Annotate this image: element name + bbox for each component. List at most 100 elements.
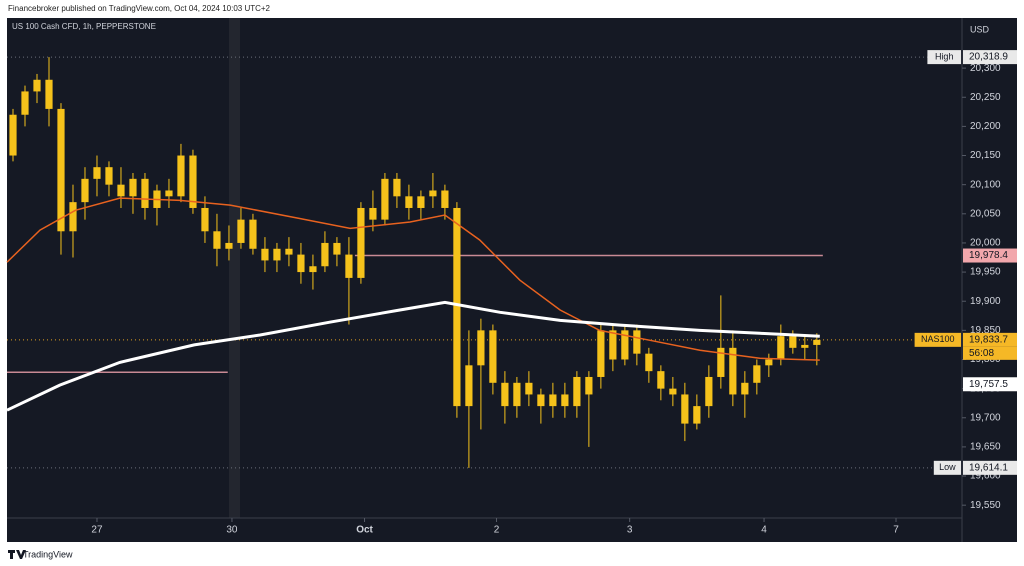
candle-body [297,254,305,273]
candle-body [93,167,101,179]
candle-body [429,190,437,197]
footer-logo: TradingView [8,549,73,559]
y-tick-label: 19,600 [970,471,1001,482]
price-label-box [963,248,1017,263]
candle-body [249,219,257,249]
x-tick-label: 27 [91,525,103,536]
candle-body [81,178,89,203]
price-tag: High [935,51,954,61]
logo-mark [8,550,26,559]
candle-body [489,330,497,383]
candle-body [585,376,593,395]
price-tag-box [933,460,961,475]
candle-body [117,184,125,197]
candle-body [645,353,653,372]
x-tick-label: 7 [893,525,899,536]
candle-body [717,347,725,377]
price-label: 20,318.9 [969,52,1008,63]
candle-body [801,344,809,348]
candle-body [657,371,665,389]
candle-body [333,242,341,255]
candle-body [261,248,269,261]
y-tick-label: 19,900 [970,296,1001,307]
candle-body [609,330,617,360]
candle-body [417,196,425,208]
candle-body [237,219,245,243]
candle-body [537,394,545,407]
symbol-title: US 100 Cash CFD, 1h, PEPPERSTONE [12,22,156,31]
candle-body [393,178,401,197]
candle-body [681,394,689,424]
candle-body [669,388,677,395]
candle-body [633,330,641,354]
candle-body [621,330,629,360]
candle-body [285,248,293,255]
candle-body [273,248,281,261]
chart-panel [7,18,1017,542]
candle-body [45,79,53,109]
candle-body [753,365,761,383]
candle-body [141,178,149,208]
candle-body [189,155,197,208]
candle-body [597,330,605,377]
y-tick-label: 19,550 [970,500,1001,511]
candle-body [789,336,797,348]
candle-body [705,376,713,407]
publisher-header: Financebroker published on TradingView.c… [8,4,271,13]
candle-body [729,347,737,395]
candle-body [345,254,353,278]
candle-body [501,382,509,407]
y-tick-label: 20,200 [970,121,1001,132]
candle-body [465,365,473,407]
x-tick-label: Oct [356,525,373,536]
countdown-box [963,346,1017,360]
price-tag: NAS100 [921,334,955,344]
candle-body [549,394,557,407]
x-tick-label: 2 [494,525,500,536]
price-label: 19,614.1 [969,462,1008,473]
footer-brand: TradingView [23,549,73,559]
y-tick-label: 19,650 [970,442,1001,453]
candle-body [309,266,317,273]
price-label-box [963,460,1017,475]
candle-body [381,178,389,220]
y-tick-label: 19,850 [970,325,1001,336]
candle-body [177,155,185,197]
currency-label: USD [970,24,990,34]
y-tick-label: 20,300 [970,63,1001,74]
candle-body [9,114,17,156]
y-tick-label: 20,250 [970,92,1001,103]
candle-body [441,190,449,208]
price-tag-box [914,332,961,347]
price-tag: Low [939,462,956,472]
weekend-shade [229,18,240,518]
candle-body [321,242,329,267]
candle-body [57,108,65,232]
candle-body [777,336,785,360]
candle-body [165,190,173,197]
candle-body [225,242,233,249]
price-label: 19,978.4 [969,250,1008,261]
candle-body [477,330,485,366]
moving-average [6,300,820,412]
price-label-box [963,377,1017,392]
price-label-box [963,332,1017,347]
candle-body [405,196,413,208]
candle-body [513,382,521,407]
candle-body [813,339,821,345]
candle-body [369,207,377,220]
candle-body [33,79,41,92]
price-label: 19,833.7 [969,334,1008,345]
x-tick-label: 4 [761,525,767,536]
candle-body [201,207,209,232]
y-tick-label: 19,950 [970,267,1001,278]
x-tick-label: 30 [226,525,238,536]
price-tag-box [927,50,961,65]
y-tick-label: 20,000 [970,238,1001,249]
candle-body [357,207,365,278]
moving-average [6,197,820,361]
candle-body [453,207,461,407]
candle-body [741,382,749,395]
candle-body [693,406,701,424]
